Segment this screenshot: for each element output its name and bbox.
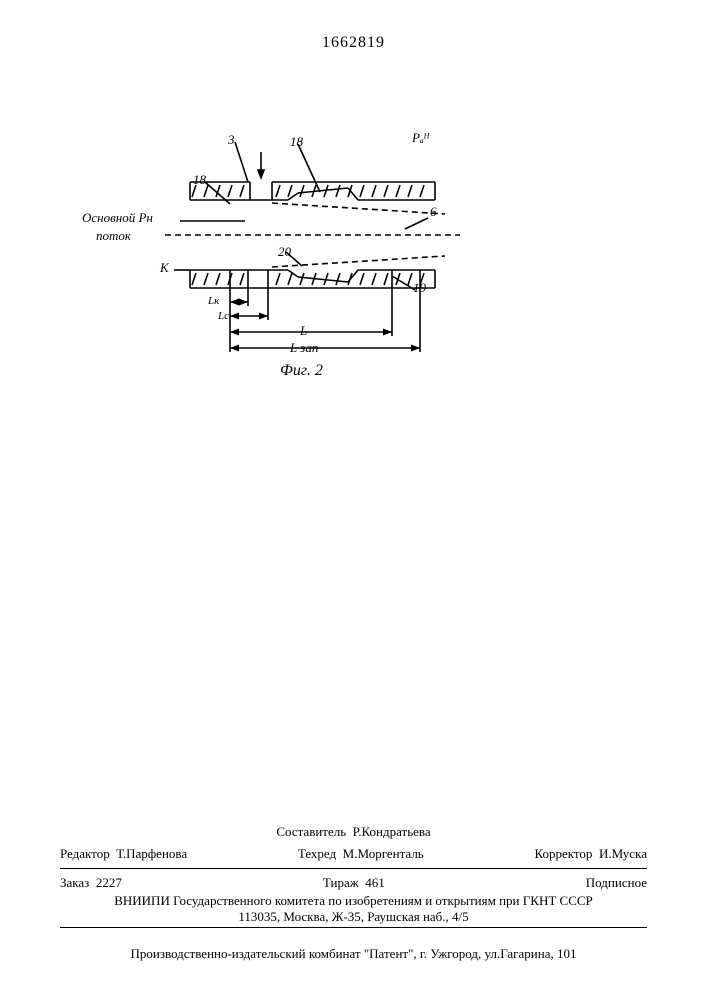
credits-row: Редактор Т.Парфенова Техред М.Моргенталь… (60, 842, 647, 866)
rule-2 (60, 927, 647, 928)
label-20: 20 (278, 244, 291, 260)
editor-name: Т.Парфенова (116, 846, 187, 861)
doc-number: 1662819 (0, 34, 707, 52)
label-18b: 18 (193, 172, 206, 188)
figure-2: 3 18 18 Pₐᴴ Основной Pн поток 6 К 20 19 … (130, 140, 490, 370)
figure-caption: Фиг. 2 (280, 362, 323, 380)
compiler-name: Р.Кондратьева (353, 824, 431, 839)
page: 1662819 3 18 18 Pₐᴴ Основной Pн поток 6 … (0, 0, 707, 1000)
techred-block: Техред М.Моргенталь (298, 846, 424, 862)
label-Pa: Pₐᴴ (412, 130, 428, 146)
label-L: L (300, 323, 307, 339)
colophon: Составитель Р.Кондратьева Редактор Т.Пар… (60, 824, 647, 930)
order-lbl: Заказ (60, 875, 89, 890)
label-mainflow-2: поток (96, 228, 131, 244)
label-mainflow-1: Основной Pн (82, 210, 153, 226)
order-block: Заказ 2227 (60, 875, 122, 891)
label-Lzap: L зап (290, 340, 318, 356)
compiler-line: Составитель Р.Кондратьева (60, 824, 647, 840)
editor-lbl: Редактор (60, 846, 110, 861)
techred-lbl: Техред (298, 846, 336, 861)
org-line-2: 113035, Москва, Ж-35, Раушская наб., 4/5 (60, 909, 647, 925)
compiler-lbl: Составитель (276, 824, 346, 839)
org-line-1: ВНИИПИ Государственного комитета по изоб… (60, 893, 647, 909)
corrector-lbl: Корректор (534, 846, 592, 861)
label-Lc: Lс (218, 310, 229, 322)
print-line: Производственно-издательский комбинат "П… (60, 946, 647, 962)
label-19: 19 (413, 280, 426, 296)
rule-1 (60, 868, 647, 869)
tirazh-lbl: Тираж (323, 875, 359, 890)
tirazh-block: Тираж 461 (323, 875, 385, 891)
corrector-name: И.Муска (599, 846, 647, 861)
label-6: 6 (430, 204, 437, 220)
techred-name: М.Моргенталь (343, 846, 424, 861)
label-K: К (160, 260, 169, 276)
order-no: 2227 (96, 875, 122, 890)
subscription: Подписное (586, 875, 647, 891)
order-row: Заказ 2227 Тираж 461 Подписное (60, 871, 647, 893)
editor-block: Редактор Т.Парфенова (60, 846, 187, 862)
corrector-block: Корректор И.Муска (534, 846, 647, 862)
label-3: 3 (228, 132, 235, 148)
label-Lk: Lк (208, 295, 219, 307)
label-18a: 18 (290, 134, 303, 150)
tirazh-no: 461 (365, 875, 385, 890)
figure-svg (130, 140, 490, 350)
